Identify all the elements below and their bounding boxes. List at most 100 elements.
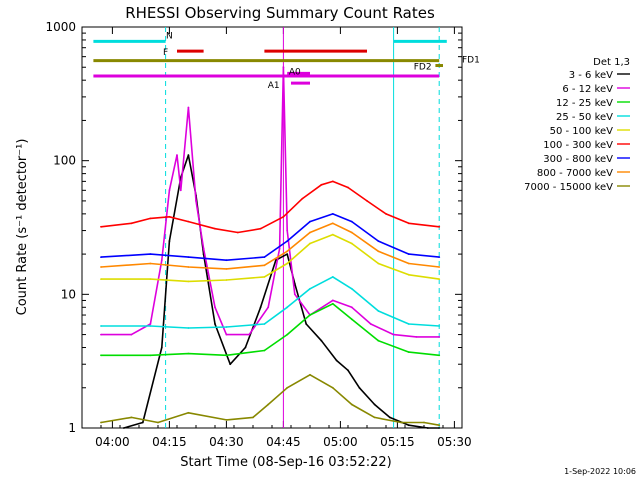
series-1-point-14: [278, 247, 281, 250]
series-2-point-11: [438, 354, 441, 357]
series-4-point-8: [350, 242, 353, 245]
series-5-point-10: [320, 183, 323, 186]
series-8-point-10: [350, 403, 353, 406]
series-5-point-13: [366, 200, 368, 202]
series-6-point-2: [187, 256, 190, 258]
timestamp-footer: 1-Sep-2022 10:06: [564, 467, 636, 476]
flag-label-5: A1: [268, 81, 280, 91]
series-1-point-3: [160, 259, 163, 262]
series-1-point-16: [286, 229, 289, 232]
series-7-point-0: [100, 266, 102, 268]
series-4-point-11: [438, 278, 441, 280]
series-3-point-9: [377, 310, 380, 312]
series-8-point-1: [130, 416, 133, 419]
series-7-point-5: [286, 250, 289, 253]
series-1-point-9: [202, 247, 205, 250]
series-7-point-4: [263, 264, 266, 267]
series-1-point-0: [100, 333, 102, 336]
series-1-point-10: [214, 306, 216, 309]
series-2-point-3: [225, 354, 228, 357]
legend-entry-6-label: 300 - 800 keV: [543, 154, 613, 165]
series-8-point-5: [252, 416, 254, 419]
series-1-point-1: [130, 333, 133, 336]
series-1-point-8: [195, 200, 197, 202]
legend-entry-0-label: 3 - 6 keV: [569, 70, 613, 81]
series-6-point-9: [377, 240, 380, 243]
series-0-point-12: [274, 259, 277, 262]
series-6-point-4: [263, 256, 266, 258]
chart-title: RHESSI Observing Summary Count Rates: [125, 4, 435, 22]
legend-entry-1-label: 6 - 12 keV: [562, 84, 613, 95]
y-tick-label: 1: [68, 421, 76, 435]
series-3-point-2: [187, 327, 190, 329]
series-0-point-20: [373, 403, 376, 406]
legend-entry-4-label: 50 - 100 keV: [550, 126, 614, 137]
series-0-point-15: [305, 323, 308, 325]
series-0-point-10: [244, 346, 247, 349]
series-4-point-6: [309, 242, 311, 245]
series-4-point-0: [100, 278, 102, 280]
series-7-point-6: [309, 231, 311, 234]
series-4-point-2: [187, 280, 190, 283]
series-3-point-7: [331, 276, 334, 278]
legend-title: Det 1,3: [593, 57, 630, 68]
series-8-point-12: [400, 421, 403, 424]
series-0-point-22: [407, 424, 410, 427]
series-6-point-5: [286, 240, 289, 243]
x-tick-label: 04:30: [209, 435, 244, 449]
series-1-point-15: [282, 66, 285, 69]
flag-label-4: A0: [289, 67, 301, 77]
series-6-point-1: [149, 253, 152, 256]
y-tick-label: 100: [53, 154, 76, 168]
series-3-point-8: [350, 287, 353, 290]
series-1-point-5: [176, 154, 178, 157]
x-tick-label: 04:45: [266, 435, 301, 449]
x-tick-label: 04:00: [95, 435, 130, 449]
series-1-point-21: [369, 323, 372, 325]
series-2-point-1: [149, 354, 152, 357]
series-7-point-1: [149, 262, 152, 265]
series-6-point-0: [100, 256, 102, 258]
series-2-point-0: [100, 354, 102, 357]
series-5-point-4: [187, 220, 190, 223]
series-0-point-1: [141, 421, 144, 424]
series-0-point-19: [358, 386, 361, 389]
series-0-point-18: [347, 369, 349, 372]
series-line-2: [101, 303, 440, 357]
series-6-point-3: [225, 259, 228, 262]
series-6-point-11: [438, 256, 441, 258]
series-0-point-16: [320, 339, 323, 342]
x-tick-label: 05:00: [323, 435, 358, 449]
series-5-point-1: [130, 222, 133, 225]
series-0-point-11: [259, 306, 262, 309]
series-5-point-0: [100, 225, 102, 228]
x-tick-label: 05:15: [380, 435, 415, 449]
series-1-point-12: [248, 333, 251, 336]
series-line-3: [101, 276, 440, 329]
series-2-point-10: [407, 351, 410, 353]
series-0-point-9: [229, 363, 232, 366]
series-3-point-10: [407, 323, 410, 325]
series-line-6: [100, 213, 440, 261]
series-0-point-21: [388, 416, 391, 419]
series-4-point-5: [286, 262, 289, 265]
series-line-4: [101, 233, 440, 283]
series-2-point-7: [331, 302, 334, 305]
series-4-point-4: [263, 276, 266, 278]
series-8-point-4: [225, 419, 228, 421]
series-3-point-4: [263, 323, 266, 325]
series-8-point-0: [100, 421, 102, 424]
series-6-point-8: [350, 220, 353, 223]
series-8-point-13: [423, 421, 425, 424]
series-2-point-8: [350, 318, 353, 321]
series-2-point-4: [263, 349, 266, 352]
series-6-point-7: [331, 213, 334, 215]
legend-entry-7-label: 800 - 7000 keV: [537, 168, 613, 179]
series-0-point-24: [438, 427, 441, 429]
legend-entry-8-label: 7000 - 15000 keV: [524, 182, 613, 193]
series-line-7: [100, 222, 440, 270]
series-4-point-10: [407, 273, 410, 276]
series-8-point-9: [331, 386, 334, 389]
series-1-point-2: [149, 323, 152, 325]
